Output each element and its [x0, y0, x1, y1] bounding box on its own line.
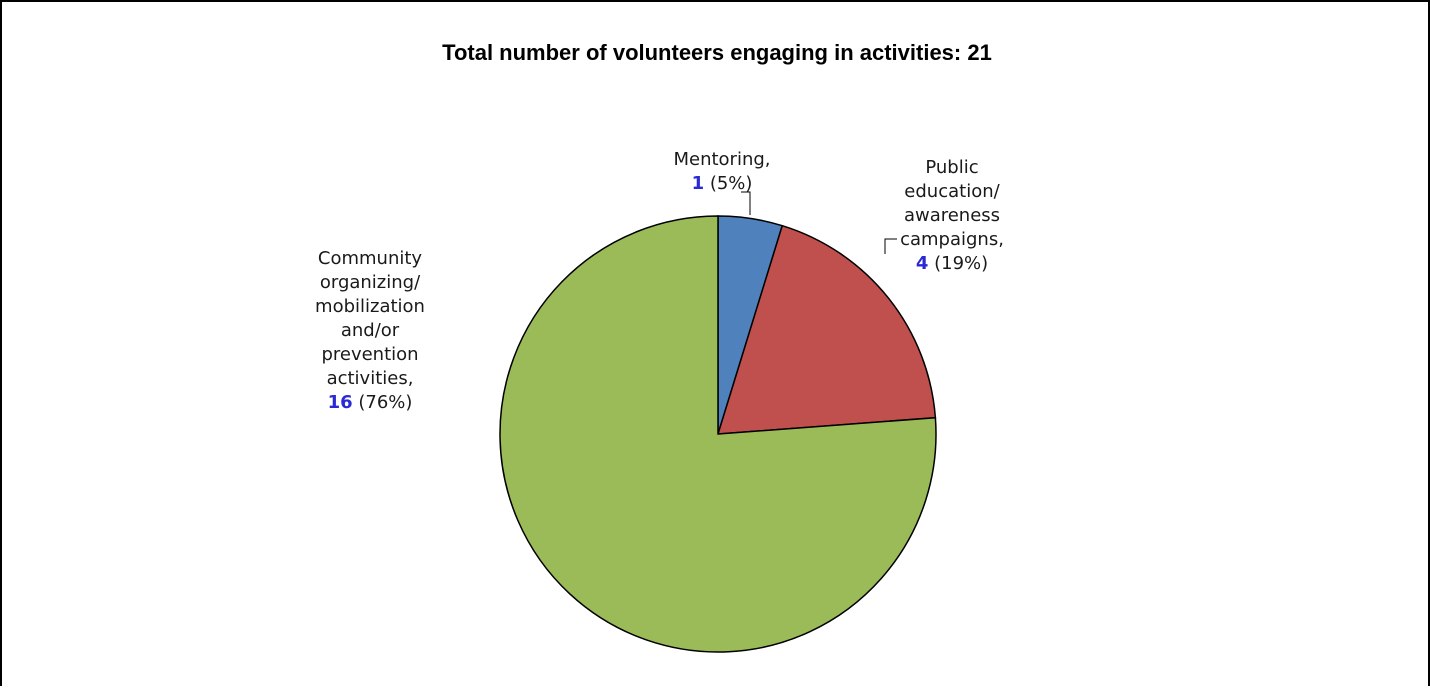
slice-percent: (19%)	[934, 253, 989, 274]
slice-value-line: 1 (5%)	[662, 172, 782, 196]
slice-label-text: organizing/	[319, 272, 421, 293]
slice-label-public-education: Public education/ awareness campaigns, 4…	[882, 156, 1022, 276]
slice-value: 1	[691, 173, 705, 194]
pie-slices	[499, 215, 937, 653]
leader-line-mentoring	[741, 191, 751, 215]
leader-line-public-education	[884, 238, 897, 254]
slice-label-text: prevention	[321, 344, 419, 365]
slice-value: 16	[327, 392, 353, 413]
slice-label-community-organizing: Community organizing/ mobilization and/o…	[286, 247, 454, 415]
slice-label-text: activities,	[326, 368, 414, 389]
slice-value: 4	[915, 253, 929, 274]
slice-label-text: Mentoring,	[673, 149, 771, 170]
slice-label-text: Community	[317, 248, 423, 269]
chart-title: Total number of volunteers engaging in a…	[442, 40, 992, 65]
pie-slice-1	[716, 224, 937, 435]
slice-label-text: and/or	[340, 320, 400, 341]
slice-label-text: education/	[904, 181, 1000, 202]
slice-label-text: mobilization	[315, 296, 425, 317]
slice-label-mentoring: Mentoring, 1 (5%)	[662, 148, 782, 196]
slice-label-text: Public	[925, 157, 979, 178]
slice-label-text: campaigns,	[900, 229, 1004, 250]
slice-value-line: 4 (19%)	[882, 252, 1022, 276]
slice-percent: (5%)	[709, 173, 753, 194]
slice-percent: (76%)	[358, 392, 413, 413]
slice-label-text: awareness	[903, 205, 1001, 226]
slice-value-line: 16 (76%)	[286, 391, 454, 415]
pie-slice-2	[499, 215, 937, 653]
leader-lines	[741, 191, 897, 254]
